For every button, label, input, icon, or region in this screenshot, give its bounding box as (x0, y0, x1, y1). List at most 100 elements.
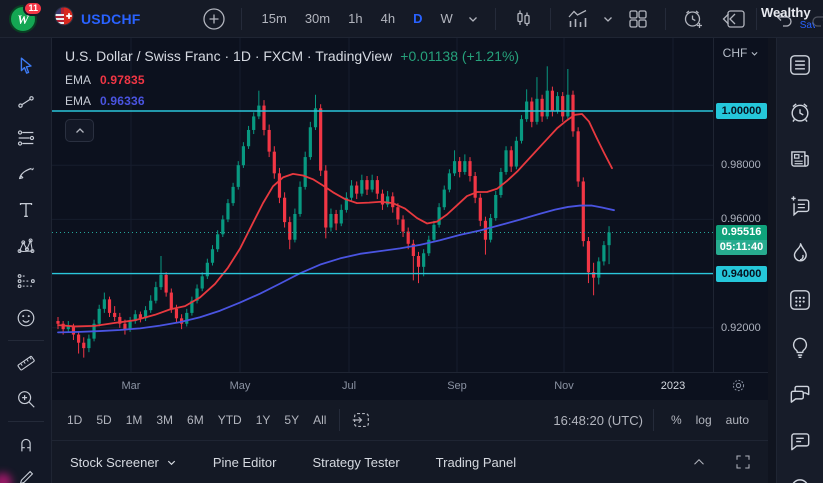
range-1d[interactable]: 1D (60, 409, 89, 431)
message-bubble-icon (791, 433, 810, 451)
tab-strategy-tester[interactable]: Strategy Tester (312, 454, 400, 470)
divider (7, 340, 44, 341)
tool-trend-line[interactable] (8, 84, 44, 120)
price-tick-label: 0.96000 (721, 213, 761, 226)
sidebar-item-hotlists[interactable] (785, 238, 815, 268)
compare-add-button[interactable] (199, 4, 229, 34)
range-1m[interactable]: 1M (119, 409, 150, 431)
range-all[interactable]: All (306, 409, 333, 431)
tool-cursor[interactable] (8, 48, 44, 84)
sidebar-item-watchlist[interactable] (785, 50, 815, 80)
chart-plot[interactable] (52, 38, 713, 372)
tab-pine-editor[interactable]: Pine Editor (212, 454, 277, 470)
timeframe-4h[interactable]: 4h (373, 6, 403, 31)
undo-arrow-icon (776, 12, 792, 27)
alert-button[interactable] (678, 4, 708, 34)
expand-panel-button[interactable] (684, 447, 714, 477)
indicators-button[interactable] (563, 4, 593, 34)
chart-style-button[interactable] (508, 4, 538, 34)
layout-grid-button[interactable] (623, 4, 653, 34)
scale-percent-button[interactable]: % (664, 409, 689, 431)
tool-emoji[interactable] (8, 300, 44, 336)
divider (549, 7, 551, 30)
gear-icon (732, 379, 745, 392)
alarm-clock-plus-icon (684, 9, 702, 28)
text-tool-icon (19, 202, 32, 218)
divider (652, 409, 654, 431)
sidebar-item-calendar[interactable] (785, 285, 815, 315)
timeframe-1h[interactable]: 1h (340, 6, 370, 31)
account-menu[interactable]: Wealthy Sav (761, 6, 815, 31)
account-name: Wealthy (761, 5, 811, 20)
fullscreen-button[interactable] (728, 447, 758, 477)
divider (664, 7, 666, 30)
time-axis[interactable]: Mar May Jul Sep Nov 2023 (52, 372, 768, 400)
plus-circle-icon (202, 7, 225, 30)
currency-label: CHF (722, 46, 748, 60)
sidebar-item-ideas[interactable] (785, 332, 815, 362)
tool-measure[interactable] (8, 345, 44, 381)
tool-zoom-in[interactable] (8, 381, 44, 417)
redo-arrow-icon (812, 12, 823, 27)
indicators-menu-button[interactable] (599, 4, 617, 34)
app-logo[interactable]: W 11 (8, 0, 43, 34)
timeframe-1w[interactable]: W (432, 6, 460, 31)
chart-area: U.S. Dollar / Swiss Franc · 1D · FXCM · … (52, 38, 768, 400)
symbol-switcher[interactable]: USDCHF (48, 4, 147, 33)
range-6m[interactable]: 6M (180, 409, 211, 431)
xabcd-pattern-icon (17, 238, 34, 254)
bar-replay-button[interactable] (714, 4, 744, 34)
price-tick-label: 0.98000 (721, 159, 761, 172)
redo-button[interactable] (805, 4, 823, 34)
range-3m[interactable]: 3M (149, 409, 180, 431)
tool-text[interactable] (8, 192, 44, 228)
panel-divider[interactable] (768, 38, 777, 483)
divider (755, 7, 757, 30)
tool-brush[interactable] (8, 156, 44, 192)
tab-stock-screener[interactable]: Stock Screener (70, 455, 177, 470)
timeframe-1d[interactable]: D (405, 6, 430, 31)
chevron-up-icon (75, 127, 84, 133)
sidebar-item-messages[interactable] (785, 426, 815, 456)
sidebar-item-news[interactable] (785, 144, 815, 174)
range-1y[interactable]: 1Y (249, 409, 278, 431)
sidebar-item-help[interactable] (785, 473, 815, 483)
range-5d[interactable]: 5D (89, 409, 118, 431)
brush-icon (18, 167, 34, 180)
legend-collapse-button[interactable] (65, 119, 94, 142)
price-tick-label: 0.92000 (721, 321, 761, 334)
tool-draw[interactable] (8, 460, 44, 483)
timeframe-menu-button[interactable] (463, 4, 483, 34)
chart-settings-button[interactable] (730, 377, 750, 397)
tool-fib-retracement[interactable] (8, 120, 44, 156)
add-note-icon (791, 196, 810, 217)
newspaper-icon (791, 151, 809, 167)
tool-forecast[interactable] (8, 264, 44, 300)
bottom-panel-bar: Stock Screener Pine Editor Strategy Test… (52, 441, 768, 483)
undo-button[interactable] (769, 4, 799, 34)
price-axis[interactable]: CHF 1.00000 0.98000 0.96000 0.95516 05:1… (713, 38, 768, 372)
save-layout-button[interactable] (721, 4, 751, 34)
tab-trading-panel[interactable]: Trading Panel (435, 454, 517, 470)
utc-clock[interactable]: 16:48:20 (UTC) (553, 412, 643, 428)
currency-selector[interactable]: CHF (714, 46, 768, 60)
time-tick-label: Mar (121, 380, 141, 392)
economic-calendar-icon (790, 290, 810, 310)
sidebar-item-notes[interactable] (785, 191, 815, 221)
tool-pattern[interactable] (8, 228, 44, 264)
range-5y[interactable]: 5Y (277, 409, 306, 431)
timeframe-30m[interactable]: 30m (297, 6, 338, 31)
flame-icon (793, 243, 807, 262)
scale-auto-button[interactable]: auto (719, 409, 756, 431)
sidebar-item-chat[interactable] (785, 379, 815, 409)
sidebar-item-alerts[interactable] (785, 97, 815, 127)
time-tick-label: Sep (447, 380, 467, 392)
scale-log-button[interactable]: log (689, 409, 719, 431)
magnet-icon (20, 438, 31, 452)
range-ytd[interactable]: YTD (211, 409, 249, 431)
chevron-up-icon (694, 459, 704, 465)
timeframe-15m[interactable]: 15m (254, 6, 295, 31)
tool-magnet[interactable] (8, 426, 44, 462)
goto-date-button[interactable] (346, 405, 376, 435)
